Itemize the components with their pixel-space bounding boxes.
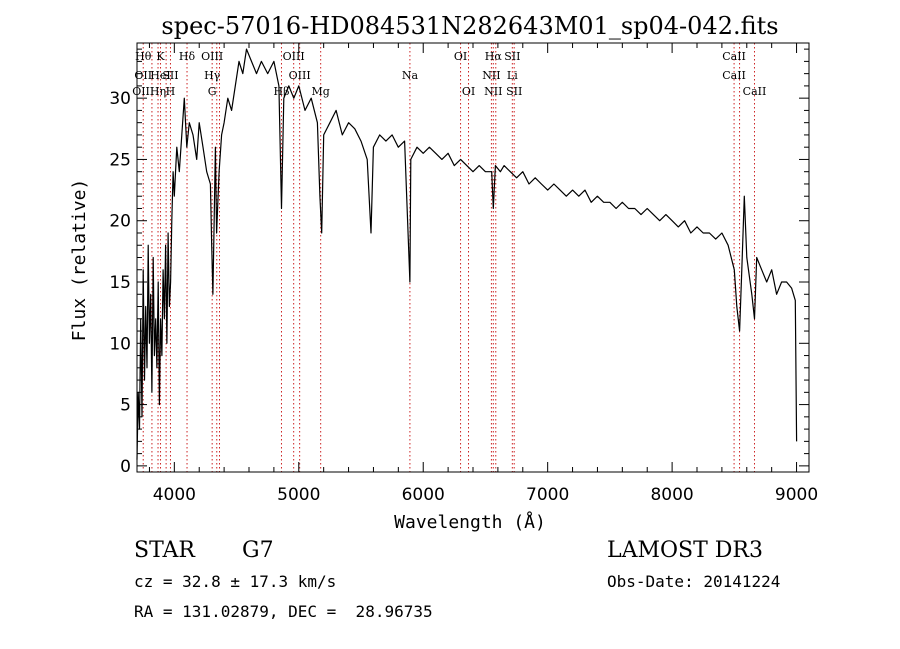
y-tick-label: 30 xyxy=(109,89,131,109)
line-label: OI xyxy=(462,85,475,98)
line-label: OIII xyxy=(201,50,223,63)
line-label: SII xyxy=(504,50,520,63)
line-label: H xyxy=(166,85,176,98)
x-axis-ticks: 4000 5000 6000 7000 8000 9000 xyxy=(148,43,818,505)
line-label: Hη xyxy=(150,85,166,98)
coordinates: RA = 131.02879, DEC = 28.96735 xyxy=(134,602,433,621)
y-tick-label: 0 xyxy=(120,457,131,477)
x-tick-label: 9000 xyxy=(775,485,818,505)
subclass: G7 xyxy=(242,538,274,563)
line-label: OIII xyxy=(132,85,154,98)
spectrum-line xyxy=(136,48,798,460)
line-label: Mg xyxy=(312,85,330,98)
observation-date: Obs-Date: 20141224 xyxy=(607,572,781,591)
line-label: G xyxy=(208,85,217,98)
line-label: Hθ xyxy=(135,50,152,63)
line-label: CaII xyxy=(722,69,746,82)
line-label: Na xyxy=(402,69,419,82)
spectral-line-markers xyxy=(142,43,755,472)
x-tick-label: 6000 xyxy=(402,485,445,505)
x-tick-label: 8000 xyxy=(650,485,693,505)
line-label: HeI xyxy=(150,69,170,82)
line-label: Hδ xyxy=(179,50,196,63)
redshift-cz: cz = 32.8 ± 17.3 km/s xyxy=(134,572,337,591)
y-tick-label: 25 xyxy=(109,150,131,170)
line-label: CaII xyxy=(743,85,767,98)
y-tick-label: 20 xyxy=(109,212,131,232)
y-axis-label: Flux (relative) xyxy=(69,179,90,342)
plot-frame xyxy=(136,42,810,473)
chart-title: spec-57016-HD084531N282643M01_sp04-042.f… xyxy=(161,12,778,40)
x-axis-label: Wavelength (Å) xyxy=(394,511,546,533)
line-label: CaII xyxy=(722,50,746,63)
survey-name: LAMOST DR3 xyxy=(607,538,763,563)
x-tick-label: 7000 xyxy=(526,485,569,505)
line-label: Li xyxy=(507,69,518,82)
line-label: OII xyxy=(134,69,152,82)
y-tick-label: 15 xyxy=(109,273,131,293)
object-class: STAR xyxy=(134,538,195,563)
line-label: OIII xyxy=(283,50,305,63)
y-axis-ticks: 0 5 10 15 20 25 30 xyxy=(109,48,809,477)
y-tick-label: 5 xyxy=(120,396,131,416)
line-label: Hα xyxy=(485,50,503,63)
x-tick-label: 4000 xyxy=(153,485,196,505)
line-label: OIII xyxy=(289,69,311,82)
line-label: NII xyxy=(482,69,500,82)
line-label: OI xyxy=(454,50,467,63)
line-label: SII xyxy=(162,69,178,82)
x-tick-label: 5000 xyxy=(277,485,320,505)
line-label: SII xyxy=(506,85,522,98)
line-label: NII xyxy=(484,85,502,98)
line-label: Hγ xyxy=(204,69,221,82)
line-label: K xyxy=(156,50,165,63)
y-tick-label: 10 xyxy=(109,334,131,354)
